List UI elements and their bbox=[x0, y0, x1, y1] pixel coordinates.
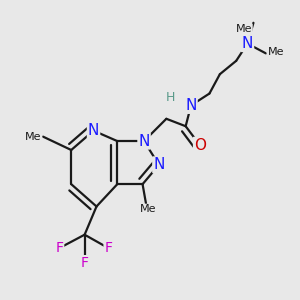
Text: H: H bbox=[166, 92, 176, 104]
Text: Me: Me bbox=[25, 132, 41, 142]
Text: N: N bbox=[242, 36, 253, 51]
Text: Me: Me bbox=[236, 24, 252, 34]
Text: N: N bbox=[88, 123, 99, 138]
Text: F: F bbox=[81, 256, 88, 270]
Text: N: N bbox=[153, 158, 165, 172]
Text: F: F bbox=[55, 241, 63, 255]
Text: Me: Me bbox=[140, 204, 157, 214]
Text: F: F bbox=[104, 241, 112, 255]
Text: N: N bbox=[185, 98, 197, 113]
Text: O: O bbox=[194, 138, 206, 153]
Text: Me: Me bbox=[267, 47, 284, 57]
Text: N: N bbox=[138, 134, 150, 148]
